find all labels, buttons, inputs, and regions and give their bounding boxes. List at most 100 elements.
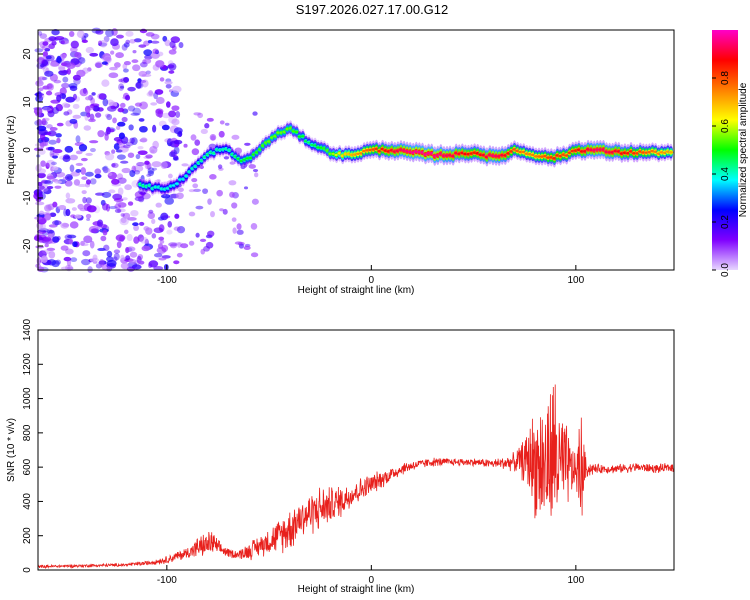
spectrogram-cell [46,247,56,252]
spectrogram-cell [102,167,111,173]
spectrogram-cell [156,179,161,183]
spectrogram-cell [60,266,71,271]
spectrogram-cell [231,202,238,209]
spectrogram-cell [98,93,107,100]
spectrogram-cell [118,78,124,83]
spectrogram-cell [243,186,249,190]
spectrogram-cell [133,236,140,244]
spectrogram-cell [150,40,160,44]
spectrogram-cell [90,147,96,153]
spectrogram-cell [166,229,173,235]
snr-y-tick-label: 0 [22,567,33,573]
spectrogram-cell [36,119,43,126]
spectrogram-cell [44,204,52,212]
snr-x-label: Height of straight line (km) [298,584,415,595]
snr-y-label: SNR (10 * v/v) [6,418,17,482]
spectrogram-cell [44,243,49,248]
spectrogram-cell [81,190,87,195]
spectrogram-cell [204,123,210,129]
spectrogram-cell [251,198,259,205]
spectrogram-cell [105,126,112,135]
spectrogram-cell [175,110,181,118]
spectrogram-cell [164,197,175,205]
spectrogram-cell [238,243,244,249]
colorbar-label: Normalized spectral amplitude [738,82,749,217]
spectrogram-cell [168,49,177,55]
spectrogram-cell [146,173,152,177]
spectrogram-cell [141,79,149,88]
spectrogram-cell [205,241,214,249]
spectrogram-cell [113,62,121,68]
spectrogram-cell [113,197,124,202]
spectrogram-cell [101,61,108,65]
snr-y-tick-label: 800 [22,424,33,441]
spectrogram-cell [44,180,54,185]
spectrogram-cell [118,142,126,149]
spectrogram-cell [125,255,131,261]
spectrogram-cell [123,68,129,73]
spectrogram-x-label: Height of straight line (km) [298,285,415,296]
spectrogram-cell [104,56,112,62]
spectrogram-cell [126,233,133,242]
spectrogram-cell [37,93,45,100]
spectrogram-cell [125,246,130,254]
spectrogram-cell [50,161,57,166]
spectrogram-ridge-cell [668,151,674,154]
spectrogram-cell [172,157,180,161]
spectrogram-cell [72,114,82,119]
spectrogram-cell [209,133,217,141]
spectrogram-cell [42,249,51,255]
spectrogram-cell [37,181,43,187]
spectrogram-cell [60,245,69,251]
spectrogram-cell [120,102,126,108]
spectrogram-cell [36,125,47,132]
spectrogram-cell [113,143,120,151]
spectrogram-cell [173,146,180,155]
spectrogram-cell [137,145,144,150]
spectrogram-cell [126,266,136,272]
spectrogram-cell [108,189,116,194]
spectrogram-cell [51,29,60,36]
spectrogram-cell [165,83,172,89]
spectrogram-cell [83,125,92,131]
spectrogram-cell [252,111,258,116]
spectrogram-cell [38,185,45,190]
spectrogram-cell [46,230,55,234]
spectrogram-cell [148,260,159,268]
spectrogram-cell [199,165,204,170]
spectrogram-cell [134,102,143,107]
spectrogram-cell [219,120,225,125]
spectrogram-cell [141,73,152,77]
spectrogram-cell [46,83,53,89]
snr-x-tick-label: 100 [567,575,584,586]
spectrogram-cell [138,44,147,48]
spectrogram-cell [35,80,44,87]
spectrogram-cell [72,241,78,248]
spectrogram-cell [152,140,159,149]
spectrogram-cell [58,204,67,210]
spectrogram-cell [60,54,67,59]
spectrogram-cell [173,139,183,145]
spectrogram-cell [167,220,173,228]
spectrogram-cell [190,134,197,141]
spectrogram-cell [48,36,57,42]
spectrogram-cell [54,180,63,184]
spectrogram-cell [153,92,159,100]
spectrogram-cell [42,106,52,112]
spectrogram-cell [199,238,207,242]
spectrogram-cell [125,94,131,101]
spectrogram-cell [102,165,109,174]
spectrogram-cell [135,153,141,160]
snr-y-tick-label: 1400 [22,318,33,341]
spectrogram-cell [178,187,184,193]
spectrogram-cell [52,236,60,243]
spectrogram-cell [62,76,69,83]
spectrogram-cell [45,162,50,169]
spectrogram-cell [85,46,94,54]
spectrogram-cell [90,228,99,234]
spectrogram-cell [158,236,165,241]
spectrogram-cell [66,68,71,75]
spectrogram-cell [38,31,43,36]
spectrogram-cell [231,134,240,140]
spectrogram-cell [123,229,129,235]
